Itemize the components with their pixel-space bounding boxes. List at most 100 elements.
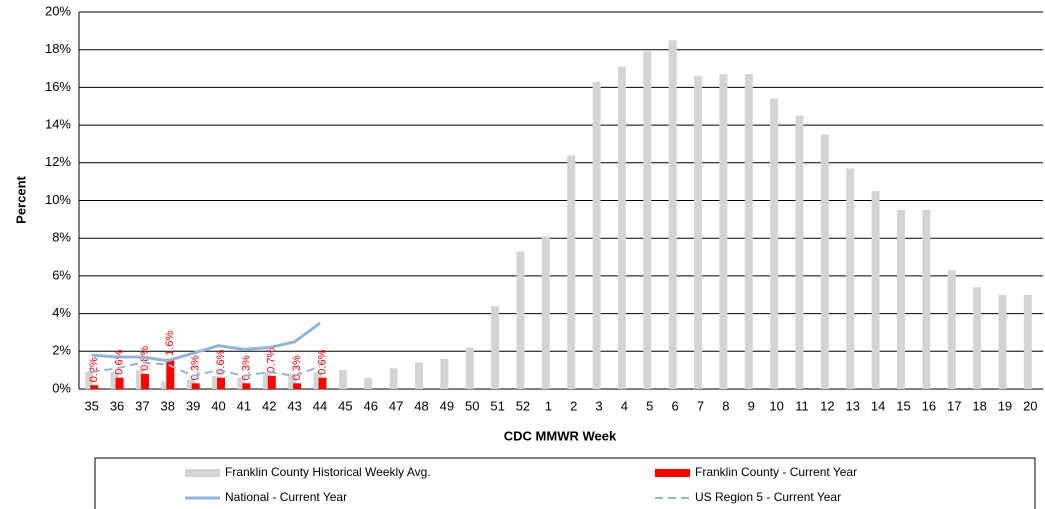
x-tick-label: 8 xyxy=(722,398,729,413)
bar xyxy=(947,270,956,389)
bar xyxy=(135,370,144,389)
x-tick-label: 5 xyxy=(646,398,653,413)
x-tick-label: 19 xyxy=(998,398,1012,413)
value-label: 0.2% xyxy=(88,357,100,382)
bar xyxy=(896,209,905,389)
bar xyxy=(217,377,226,389)
bar xyxy=(871,191,880,389)
bar xyxy=(191,383,200,389)
bar xyxy=(567,155,576,389)
bar xyxy=(922,209,931,389)
y-tick-label: 6% xyxy=(52,267,71,282)
y-tick-label: 8% xyxy=(52,230,71,245)
bar xyxy=(293,383,302,389)
legend-swatch xyxy=(185,469,220,477)
bar xyxy=(212,375,221,389)
bar xyxy=(465,347,474,389)
x-tick-label: 12 xyxy=(820,398,834,413)
x-tick-label: 3 xyxy=(595,398,602,413)
x-tick-label: 14 xyxy=(871,398,885,413)
bar xyxy=(288,373,297,389)
x-tick-label: 18 xyxy=(972,398,986,413)
y-tick-label: 2% xyxy=(52,343,71,358)
x-axis-title: CDC MMWR Week xyxy=(504,428,617,443)
legend-box xyxy=(94,457,1036,509)
x-tick-label: 36 xyxy=(110,398,124,413)
y-tick-label: 16% xyxy=(45,79,71,94)
bar xyxy=(318,377,327,389)
x-tick-label: 10 xyxy=(769,398,783,413)
bar xyxy=(719,74,728,389)
dashed-line xyxy=(91,361,321,377)
bar xyxy=(85,372,94,389)
x-tick-label: 17 xyxy=(947,398,961,413)
bar xyxy=(364,377,373,389)
x-tick-label: 37 xyxy=(135,398,149,413)
x-tick-label: 49 xyxy=(440,398,454,413)
value-label: 0.3% xyxy=(291,355,303,380)
legend-label: Franklin County Historical Weekly Avg. xyxy=(225,465,431,479)
bar xyxy=(90,385,99,389)
y-axis-title: Percent xyxy=(13,175,28,223)
bar xyxy=(414,362,423,389)
legend-label: Franklin County - Current Year xyxy=(695,465,857,479)
bar xyxy=(694,76,703,389)
bar xyxy=(643,51,652,390)
x-tick-label: 35 xyxy=(84,398,98,413)
x-tick-label: 45 xyxy=(338,398,352,413)
bar xyxy=(617,66,626,389)
x-tick-label: 52 xyxy=(516,398,530,413)
bar xyxy=(186,379,195,389)
x-tick-label: 6 xyxy=(672,398,679,413)
x-tick-label: 44 xyxy=(313,398,327,413)
x-tick-label: 1 xyxy=(545,398,552,413)
bar xyxy=(389,368,398,389)
x-tick-label: 40 xyxy=(211,398,225,413)
line xyxy=(91,321,321,363)
bar xyxy=(161,381,170,389)
bar xyxy=(998,294,1007,389)
bar xyxy=(267,375,276,389)
bar xyxy=(491,306,500,389)
value-label: 0.7% xyxy=(266,348,278,373)
bar xyxy=(770,98,779,390)
x-tick-label: 20 xyxy=(1023,398,1037,413)
y-tick-label: 4% xyxy=(52,305,71,320)
bar xyxy=(668,40,677,390)
x-tick-label: 13 xyxy=(846,398,860,413)
x-tick-label: 16 xyxy=(922,398,936,413)
x-tick-label: 42 xyxy=(262,398,276,413)
bar xyxy=(262,372,271,389)
legend-label: National - Current Year xyxy=(225,490,347,504)
value-label: 0.6% xyxy=(215,349,227,374)
value-label: 0.3% xyxy=(190,355,202,380)
bar xyxy=(237,377,246,389)
x-tick-label: 50 xyxy=(465,398,479,413)
bar xyxy=(242,383,251,389)
bar xyxy=(795,115,804,390)
value-label: 1.6% xyxy=(164,331,176,356)
legend-label: US Region 5 - Current Year xyxy=(695,490,841,504)
x-tick-label: 7 xyxy=(697,398,704,413)
x-tick-label: 2 xyxy=(570,398,577,413)
bar xyxy=(313,372,322,389)
x-tick-label: 4 xyxy=(621,398,628,413)
bar xyxy=(110,372,119,389)
x-tick-label: 48 xyxy=(414,398,428,413)
legend-swatch xyxy=(655,469,690,477)
bar xyxy=(592,81,601,390)
bar xyxy=(744,74,753,389)
x-tick-label: 39 xyxy=(186,398,200,413)
bar xyxy=(115,377,124,389)
bar xyxy=(973,287,982,389)
x-tick-label: 43 xyxy=(287,398,301,413)
x-tick-label: 9 xyxy=(748,398,755,413)
x-tick-label: 11 xyxy=(795,398,809,413)
x-tick-label: 46 xyxy=(364,398,378,413)
y-tick-label: 12% xyxy=(45,154,71,169)
bar xyxy=(140,373,149,389)
bar xyxy=(166,358,175,389)
bar xyxy=(820,134,829,389)
bar xyxy=(440,358,449,389)
